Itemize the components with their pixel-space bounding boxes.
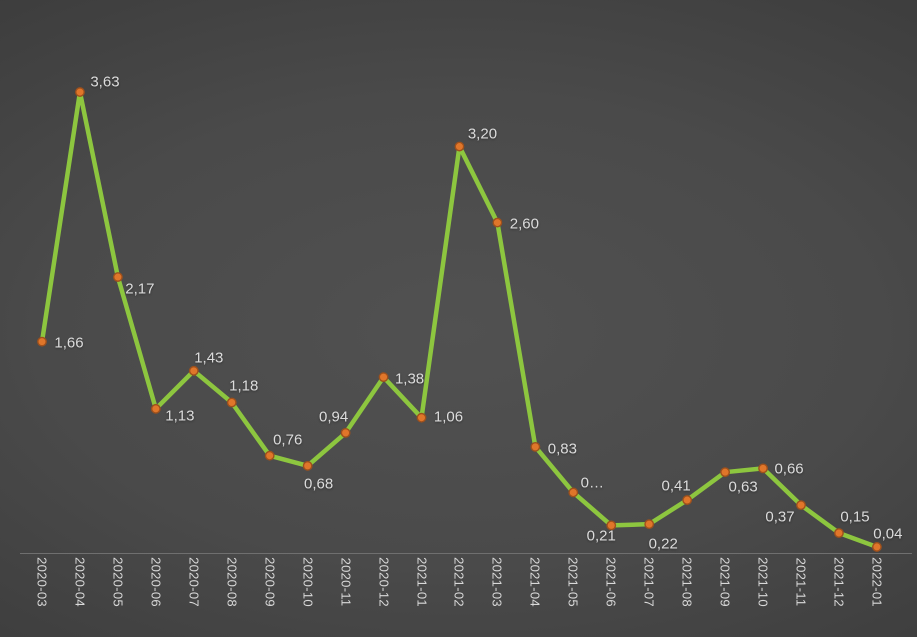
data-point-marker (75, 87, 85, 97)
x-axis-tick-label: 2021-01 (414, 557, 429, 607)
x-axis-tick-label: 2021-06 (603, 557, 619, 607)
data-point-marker (492, 217, 503, 228)
data-point-label: 0,94 (318, 408, 349, 426)
data-point-label: 0,66 (774, 460, 804, 478)
data-point-label: 0,63 (728, 478, 758, 496)
x-axis-tick-label: 2021-09 (717, 557, 733, 607)
data-point-label: 1,18 (229, 377, 259, 395)
data-point-marker (416, 412, 427, 423)
x-axis-tick-label: 2021-03 (489, 557, 505, 607)
data-point-label: 0,15 (840, 508, 870, 526)
x-axis-tick-label: 2021-07 (641, 557, 657, 607)
x-axis-tick-label: 2021-12 (831, 557, 847, 607)
x-axis-tick-label: 2022-01 (869, 557, 885, 607)
data-point-label: 0,22 (648, 535, 678, 553)
data-point-marker (644, 519, 655, 530)
data-point-label: 1,13 (165, 407, 195, 425)
data-point-marker (340, 428, 351, 438)
data-point-marker (530, 441, 541, 452)
data-point-label: 0,37 (765, 508, 795, 526)
data-point-label: 0,21 (586, 527, 616, 545)
data-point-marker (378, 372, 389, 383)
x-axis-tick-label: 2020-09 (262, 557, 278, 607)
x-axis-tick-label: 2020-04 (72, 557, 88, 607)
data-point-label: 3,63 (90, 73, 120, 91)
data-point-marker (113, 272, 123, 282)
data-point-label: 0,76 (273, 431, 303, 449)
data-point-marker (150, 403, 161, 414)
x-axis-tick-label: 2020-12 (376, 557, 392, 607)
data-point-marker (796, 500, 806, 511)
data-point-marker (454, 141, 465, 152)
data-point-marker (188, 365, 199, 376)
data-point-label: 0,04 (873, 525, 903, 543)
data-point-label: 0,41 (661, 477, 691, 495)
data-point-marker (682, 495, 693, 505)
x-axis-tick-label: 2021-08 (679, 557, 695, 607)
data-point-marker (226, 397, 237, 408)
data-point-label: 1,43 (194, 349, 224, 367)
data-point-marker (758, 463, 768, 474)
data-point-label: 3,20 (467, 125, 498, 143)
x-axis-tick-label: 2021-05 (565, 557, 581, 607)
data-point-label: 1,66 (54, 334, 84, 352)
data-point-label: 2,60 (509, 215, 539, 233)
data-point-marker (37, 336, 47, 347)
x-axis-tick-label: 2020-11 (338, 557, 354, 607)
x-axis-tick-label: 2021-11 (793, 557, 809, 607)
data-point-marker (834, 528, 844, 538)
x-axis-tick-label: 2021-04 (527, 557, 543, 607)
data-point-label: 0,83 (547, 440, 577, 458)
x-axis-tick-label: 2020-05 (110, 557, 126, 607)
data-point-marker (720, 467, 730, 478)
x-axis-line (20, 553, 912, 554)
data-point-label: 2,17 (125, 280, 155, 298)
data-point-label: 1,38 (394, 370, 425, 388)
x-axis-tick-label: 2021-10 (755, 557, 771, 607)
x-axis-tick-label: 2020-07 (186, 557, 202, 607)
x-axis-tick-label: 2020-10 (300, 557, 316, 607)
data-point-label: 0… (580, 474, 604, 492)
data-point-marker (264, 450, 275, 461)
x-axis-tick-label: 2021-02 (451, 557, 467, 607)
data-point-marker (302, 460, 313, 471)
data-point-label: 0,68 (304, 475, 334, 493)
data-point-marker (568, 487, 579, 498)
data-point-label: 1,06 (433, 408, 464, 426)
data-point-marker (606, 520, 617, 531)
x-axis-tick-label: 2020-08 (224, 557, 240, 607)
x-axis-tick-label: 2020-03 (34, 557, 50, 607)
x-axis-tick-label: 2020-06 (148, 557, 164, 607)
data-point-marker (872, 542, 882, 552)
